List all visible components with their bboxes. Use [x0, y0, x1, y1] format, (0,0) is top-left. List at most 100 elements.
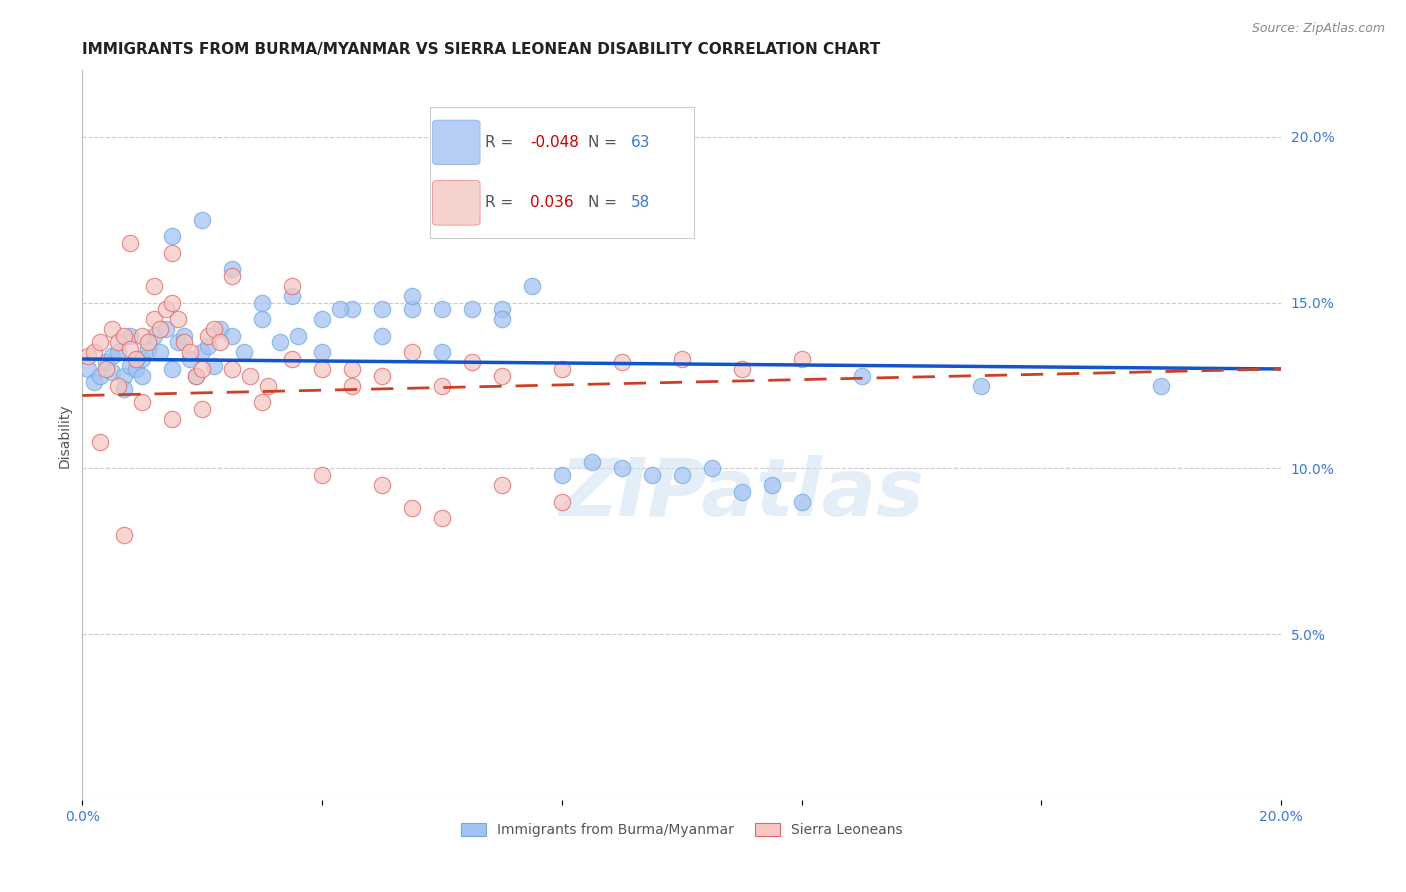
Point: [160, 411, 183, 425]
Point: [250, 312, 273, 326]
Point: [731, 484, 754, 499]
Point: [401, 289, 423, 303]
Point: [131, 351, 153, 366]
Point: [173, 335, 195, 350]
Point: [83, 376, 105, 390]
Point: [700, 461, 723, 475]
Point: [239, 368, 262, 383]
Point: [250, 295, 273, 310]
Point: [731, 362, 754, 376]
Point: [340, 378, 363, 392]
Point: [581, 455, 603, 469]
Point: [401, 501, 423, 516]
Point: [491, 312, 513, 326]
Point: [430, 511, 453, 525]
Point: [221, 328, 243, 343]
Point: [430, 378, 453, 392]
Point: [179, 345, 201, 359]
Point: [610, 461, 633, 475]
Text: Source: ZipAtlas.com: Source: ZipAtlas.com: [1251, 22, 1385, 36]
Point: [96, 355, 118, 369]
Point: [520, 279, 543, 293]
Point: [671, 468, 693, 483]
Point: [191, 362, 214, 376]
Point: [491, 302, 513, 317]
Point: [281, 351, 304, 366]
Point: [149, 322, 172, 336]
Point: [233, 345, 256, 359]
Point: [89, 335, 111, 350]
Point: [311, 345, 333, 359]
Point: [287, 328, 309, 343]
Point: [167, 335, 190, 350]
Point: [970, 378, 993, 392]
Point: [371, 302, 394, 317]
Point: [179, 351, 201, 366]
Point: [131, 328, 153, 343]
Point: [311, 362, 333, 376]
Point: [143, 328, 166, 343]
Point: [281, 289, 304, 303]
Point: [149, 345, 172, 359]
Point: [641, 468, 664, 483]
Point: [160, 362, 183, 376]
Point: [209, 335, 232, 350]
Point: [131, 368, 153, 383]
Point: [160, 295, 183, 310]
Point: [83, 345, 105, 359]
Point: [401, 345, 423, 359]
Point: [160, 245, 183, 260]
Point: [197, 328, 219, 343]
Point: [191, 401, 214, 416]
Point: [430, 345, 453, 359]
Point: [311, 312, 333, 326]
Point: [191, 345, 214, 359]
Point: [209, 322, 232, 336]
Point: [250, 395, 273, 409]
Point: [125, 362, 148, 376]
Point: [77, 349, 100, 363]
Point: [610, 355, 633, 369]
Point: [761, 478, 783, 492]
Point: [790, 494, 813, 508]
Point: [202, 322, 225, 336]
Point: [551, 494, 574, 508]
Point: [112, 382, 135, 396]
Point: [155, 302, 177, 317]
Point: [160, 229, 183, 244]
Point: [371, 368, 394, 383]
Point: [96, 362, 118, 376]
Point: [371, 478, 394, 492]
Point: [155, 322, 177, 336]
Point: [167, 312, 190, 326]
Point: [491, 478, 513, 492]
Point: [136, 335, 159, 350]
Point: [221, 269, 243, 284]
Point: [120, 328, 142, 343]
Point: [401, 302, 423, 317]
Point: [311, 468, 333, 483]
Point: [107, 378, 129, 392]
Point: [551, 362, 574, 376]
Point: [430, 302, 453, 317]
Point: [107, 345, 129, 359]
Text: ZIPatlas: ZIPatlas: [560, 455, 924, 533]
Point: [202, 359, 225, 373]
Point: [257, 378, 280, 392]
Point: [101, 365, 124, 379]
Point: [131, 395, 153, 409]
Point: [112, 528, 135, 542]
Point: [101, 322, 124, 336]
Point: [186, 368, 208, 383]
Point: [461, 302, 484, 317]
Point: [120, 342, 142, 356]
Point: [77, 362, 100, 376]
Point: [112, 328, 135, 343]
Point: [186, 368, 208, 383]
Point: [340, 362, 363, 376]
Point: [551, 468, 574, 483]
Point: [89, 434, 111, 449]
Point: [136, 342, 159, 356]
Text: IMMIGRANTS FROM BURMA/MYANMAR VS SIERRA LEONEAN DISABILITY CORRELATION CHART: IMMIGRANTS FROM BURMA/MYANMAR VS SIERRA …: [83, 42, 880, 57]
Point: [340, 302, 363, 317]
